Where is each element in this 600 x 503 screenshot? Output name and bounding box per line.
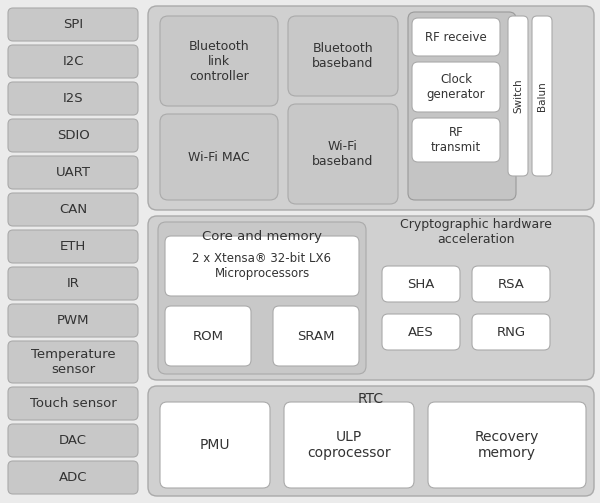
- Text: Cryptographic hardware
acceleration: Cryptographic hardware acceleration: [400, 218, 552, 246]
- FancyBboxPatch shape: [382, 314, 460, 350]
- FancyBboxPatch shape: [288, 16, 398, 96]
- FancyBboxPatch shape: [8, 45, 138, 78]
- FancyBboxPatch shape: [165, 306, 251, 366]
- FancyBboxPatch shape: [158, 222, 366, 374]
- Text: SDIO: SDIO: [56, 129, 89, 142]
- Text: CAN: CAN: [59, 203, 87, 216]
- FancyBboxPatch shape: [284, 402, 414, 488]
- FancyBboxPatch shape: [8, 8, 138, 41]
- FancyBboxPatch shape: [8, 156, 138, 189]
- Text: PWM: PWM: [57, 314, 89, 327]
- FancyBboxPatch shape: [160, 114, 278, 200]
- Text: RTC: RTC: [358, 392, 384, 406]
- FancyBboxPatch shape: [8, 387, 138, 420]
- FancyBboxPatch shape: [8, 341, 138, 383]
- Text: UART: UART: [56, 166, 91, 179]
- Text: 2 x Xtensa® 32-bit LX6
Microprocessors: 2 x Xtensa® 32-bit LX6 Microprocessors: [193, 252, 331, 280]
- Text: I2C: I2C: [62, 55, 84, 68]
- FancyBboxPatch shape: [508, 16, 528, 176]
- FancyBboxPatch shape: [148, 386, 594, 496]
- Text: Core and memory: Core and memory: [202, 229, 322, 242]
- Text: Touch sensor: Touch sensor: [29, 397, 116, 410]
- Text: Wi-Fi
baseband: Wi-Fi baseband: [313, 140, 374, 168]
- Text: SHA: SHA: [407, 278, 434, 291]
- Text: ROM: ROM: [193, 329, 223, 343]
- FancyBboxPatch shape: [148, 6, 594, 210]
- Text: RNG: RNG: [496, 325, 526, 339]
- FancyBboxPatch shape: [472, 314, 550, 350]
- Text: Recovery
memory: Recovery memory: [475, 430, 539, 460]
- Text: Wi-Fi MAC: Wi-Fi MAC: [188, 150, 250, 163]
- Text: I2S: I2S: [62, 92, 83, 105]
- Text: Switch: Switch: [513, 78, 523, 113]
- FancyBboxPatch shape: [428, 402, 586, 488]
- Text: SRAM: SRAM: [297, 329, 335, 343]
- FancyBboxPatch shape: [532, 16, 552, 176]
- FancyBboxPatch shape: [8, 424, 138, 457]
- FancyBboxPatch shape: [8, 267, 138, 300]
- FancyBboxPatch shape: [148, 216, 594, 380]
- Text: ULP
coprocessor: ULP coprocessor: [307, 430, 391, 460]
- Text: RF
transmit: RF transmit: [431, 126, 481, 154]
- FancyBboxPatch shape: [8, 230, 138, 263]
- FancyBboxPatch shape: [412, 18, 500, 56]
- Text: ETH: ETH: [60, 240, 86, 253]
- Text: ADC: ADC: [59, 471, 87, 484]
- FancyBboxPatch shape: [8, 82, 138, 115]
- Text: Balun: Balun: [537, 81, 547, 111]
- FancyBboxPatch shape: [412, 118, 500, 162]
- Text: Temperature
sensor: Temperature sensor: [31, 348, 115, 376]
- Text: SPI: SPI: [63, 18, 83, 31]
- FancyBboxPatch shape: [8, 193, 138, 226]
- Text: PMU: PMU: [200, 438, 230, 452]
- Text: RSA: RSA: [497, 278, 524, 291]
- Text: Bluetooth
baseband: Bluetooth baseband: [313, 42, 374, 70]
- Text: DAC: DAC: [59, 434, 87, 447]
- Text: RF receive: RF receive: [425, 31, 487, 43]
- FancyBboxPatch shape: [8, 304, 138, 337]
- Text: AES: AES: [408, 325, 434, 339]
- FancyBboxPatch shape: [160, 16, 278, 106]
- Text: Clock
generator: Clock generator: [427, 73, 485, 101]
- FancyBboxPatch shape: [412, 62, 500, 112]
- FancyBboxPatch shape: [8, 461, 138, 494]
- FancyBboxPatch shape: [160, 402, 270, 488]
- FancyBboxPatch shape: [165, 236, 359, 296]
- FancyBboxPatch shape: [382, 266, 460, 302]
- FancyBboxPatch shape: [288, 104, 398, 204]
- FancyBboxPatch shape: [8, 119, 138, 152]
- FancyBboxPatch shape: [472, 266, 550, 302]
- FancyBboxPatch shape: [408, 12, 516, 200]
- FancyBboxPatch shape: [273, 306, 359, 366]
- Text: Bluetooth
link
controller: Bluetooth link controller: [188, 40, 250, 82]
- Text: IR: IR: [67, 277, 79, 290]
